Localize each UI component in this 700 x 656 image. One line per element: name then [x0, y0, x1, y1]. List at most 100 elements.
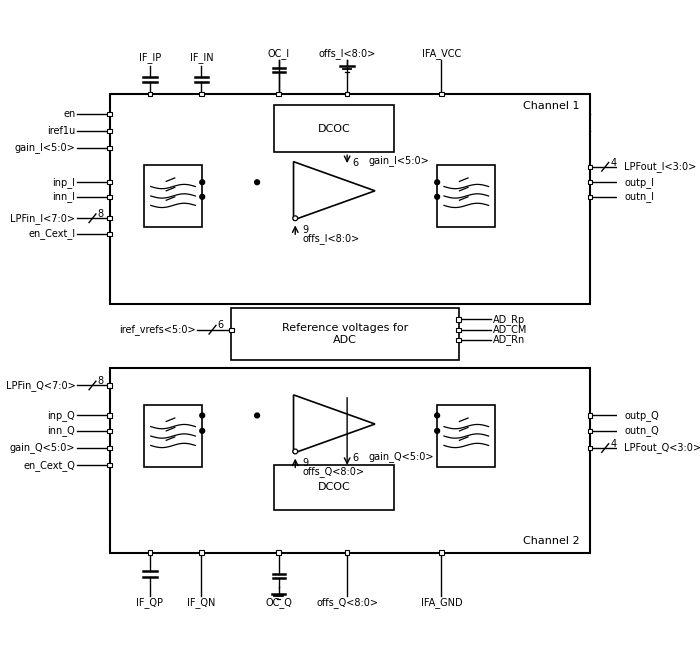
- Circle shape: [435, 180, 440, 184]
- Text: Reference voltages for
ADC: Reference voltages for ADC: [282, 323, 408, 345]
- Bar: [144, 165, 202, 227]
- Text: inn_I: inn_I: [52, 192, 76, 202]
- Text: outn_I: outn_I: [624, 192, 654, 202]
- Text: AD_CM: AD_CM: [493, 324, 527, 335]
- Text: inp_Q: inp_Q: [48, 410, 76, 421]
- Text: OC_Q: OC_Q: [265, 597, 292, 608]
- Bar: [108, 413, 112, 418]
- Circle shape: [435, 194, 440, 199]
- Text: 6: 6: [352, 158, 358, 169]
- Text: offs_I<8:0>: offs_I<8:0>: [318, 48, 376, 59]
- Bar: [587, 180, 592, 184]
- Text: IF_QN: IF_QN: [187, 597, 216, 608]
- Text: en: en: [63, 109, 76, 119]
- Circle shape: [199, 428, 204, 433]
- Bar: [110, 94, 590, 304]
- Bar: [108, 383, 112, 388]
- Bar: [108, 232, 112, 236]
- Text: iref_vrefs<5:0>: iref_vrefs<5:0>: [119, 324, 195, 335]
- Bar: [437, 405, 496, 467]
- Text: IF_QP: IF_QP: [136, 597, 163, 608]
- Text: LPFout_Q<3:0>: LPFout_Q<3:0>: [624, 443, 700, 453]
- Text: inp_I: inp_I: [52, 176, 76, 188]
- Text: DCOC: DCOC: [318, 124, 351, 134]
- Text: 9: 9: [302, 459, 308, 468]
- Text: DCOC: DCOC: [318, 482, 351, 493]
- Bar: [108, 112, 112, 116]
- Text: AD_Rn: AD_Rn: [493, 335, 525, 346]
- Text: 9: 9: [302, 225, 308, 236]
- Bar: [229, 327, 234, 332]
- Text: iref1u: iref1u: [47, 126, 76, 136]
- Text: 8: 8: [97, 209, 104, 219]
- Bar: [144, 405, 202, 467]
- Text: 6: 6: [218, 320, 224, 331]
- Text: en_Cext_Q: en_Cext_Q: [24, 460, 76, 470]
- Bar: [199, 92, 204, 96]
- Bar: [587, 195, 592, 199]
- Text: IFA_VCC: IFA_VCC: [422, 48, 461, 59]
- Bar: [108, 463, 112, 467]
- Bar: [587, 429, 592, 433]
- Bar: [108, 129, 112, 133]
- Bar: [274, 105, 394, 152]
- Bar: [110, 368, 590, 552]
- Text: inn_Q: inn_Q: [48, 426, 76, 436]
- Text: offs_I<8:0>: offs_I<8:0>: [302, 234, 359, 244]
- Circle shape: [199, 413, 204, 418]
- Circle shape: [199, 194, 204, 199]
- Circle shape: [435, 413, 440, 418]
- Text: outp_I: outp_I: [624, 176, 654, 188]
- Text: Channel 2: Channel 2: [523, 536, 580, 546]
- Circle shape: [435, 428, 440, 433]
- Bar: [587, 165, 592, 169]
- Bar: [108, 195, 112, 199]
- Bar: [587, 413, 592, 418]
- Bar: [232, 308, 458, 359]
- Bar: [276, 92, 281, 96]
- Text: IF_IN: IF_IN: [190, 52, 214, 62]
- Bar: [440, 92, 444, 96]
- Bar: [148, 550, 152, 555]
- Text: LPFout_I<3:0>: LPFout_I<3:0>: [624, 161, 696, 173]
- Text: gain_I<5:0>: gain_I<5:0>: [369, 155, 429, 166]
- Bar: [345, 92, 349, 96]
- Text: IF_IP: IF_IP: [139, 52, 161, 62]
- Text: offs_Q<8:0>: offs_Q<8:0>: [316, 597, 378, 608]
- Text: IFA_GND: IFA_GND: [421, 597, 462, 608]
- Text: gain_Q<5:0>: gain_Q<5:0>: [369, 451, 434, 462]
- Circle shape: [293, 449, 297, 454]
- Bar: [345, 550, 349, 555]
- Bar: [148, 92, 152, 96]
- Bar: [456, 338, 461, 342]
- Text: 8: 8: [97, 376, 104, 386]
- Bar: [108, 180, 112, 184]
- Circle shape: [293, 216, 297, 220]
- Bar: [108, 146, 112, 150]
- Circle shape: [199, 180, 204, 184]
- Circle shape: [255, 413, 260, 418]
- Bar: [274, 465, 394, 510]
- Text: OC_I: OC_I: [267, 48, 290, 59]
- Bar: [199, 550, 204, 555]
- Text: offs_Q<8:0>: offs_Q<8:0>: [302, 466, 364, 478]
- Bar: [440, 550, 444, 555]
- Bar: [108, 429, 112, 433]
- Text: gain_I<5:0>: gain_I<5:0>: [15, 142, 76, 154]
- Bar: [456, 327, 461, 332]
- Text: en_Cext_I: en_Cext_I: [28, 228, 76, 239]
- Bar: [276, 550, 281, 555]
- Circle shape: [255, 180, 260, 184]
- Text: outp_Q: outp_Q: [624, 410, 659, 421]
- Bar: [108, 216, 112, 220]
- Bar: [437, 165, 496, 227]
- Text: gain_Q<5:0>: gain_Q<5:0>: [10, 443, 76, 453]
- Text: outn_Q: outn_Q: [624, 426, 659, 436]
- Text: Channel 1: Channel 1: [523, 101, 580, 111]
- Text: 6: 6: [352, 453, 358, 463]
- Bar: [587, 446, 592, 450]
- Text: AD_Rp: AD_Rp: [493, 314, 525, 325]
- Bar: [456, 318, 461, 321]
- Text: LPFin_Q<7:0>: LPFin_Q<7:0>: [6, 380, 76, 391]
- Bar: [108, 446, 112, 450]
